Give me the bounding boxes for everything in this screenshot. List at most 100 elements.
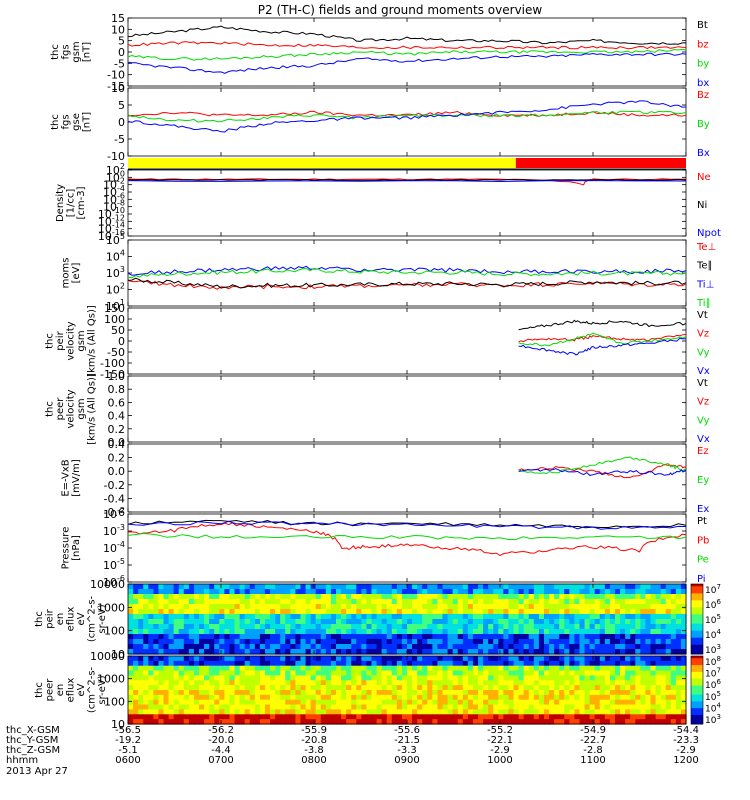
y-axis-label-line: en — [55, 684, 66, 697]
heatmap-cell — [574, 649, 581, 655]
heatmap-cell — [310, 629, 317, 635]
heatmap-cell — [609, 680, 616, 686]
heatmap-cell — [371, 685, 378, 691]
heatmap-cell — [559, 709, 565, 715]
heatmap-cell — [630, 584, 636, 590]
heatmap-cell — [249, 634, 256, 640]
heatmap-cell — [270, 624, 276, 630]
heatmap-cell — [549, 670, 555, 677]
heatmap-cell — [665, 675, 672, 681]
heatmap-cell — [407, 614, 413, 620]
heatmap-cell — [133, 614, 139, 620]
heatmap-cell — [193, 709, 200, 715]
heatmap-cell — [330, 584, 337, 590]
heatmap-cell — [447, 719, 454, 725]
heatmap-cell — [138, 589, 144, 595]
heatmap-cell — [361, 584, 368, 590]
heatmap-cell — [128, 675, 134, 681]
heatmap-cell — [523, 584, 530, 590]
heatmap-cell — [620, 639, 626, 645]
colorbar-segment — [691, 595, 703, 599]
heatmap-cell — [264, 634, 271, 640]
heatmap-cell — [188, 619, 195, 625]
heatmap-cell — [655, 704, 662, 711]
heatmap-cell — [594, 619, 601, 625]
heatmap-cell — [680, 634, 687, 640]
heatmap-cell — [650, 665, 657, 672]
heatmap-cell — [381, 675, 388, 681]
panels-group: 151050-5-10-15thcfgsgsm[nT]Btbzbybx1050-… — [34, 12, 721, 731]
heatmap-cell — [493, 614, 499, 620]
heatmap-cell — [472, 624, 479, 630]
heatmap-cell — [488, 714, 494, 720]
heatmap-cell — [472, 649, 479, 655]
heatmap-cell — [396, 714, 403, 720]
heatmap-cell — [183, 649, 190, 655]
series-line — [127, 532, 687, 541]
heatmap-cell — [381, 619, 388, 625]
y-axis-label: Pressure[nPa] — [60, 527, 82, 570]
heatmap-cell — [614, 704, 621, 711]
heatmap-cell — [183, 634, 190, 640]
heatmap-cell — [371, 584, 378, 590]
heatmap-cell — [625, 704, 631, 711]
heatmap-cell — [432, 719, 439, 725]
heatmap-cell — [199, 675, 205, 681]
heatmap-cell — [635, 604, 641, 610]
heatmap-cell — [305, 614, 312, 620]
heatmap-cell — [528, 694, 535, 701]
heatmap-cell — [285, 685, 291, 691]
y-tick-label: 1000 — [97, 601, 125, 614]
heatmap-cell — [330, 604, 337, 610]
heatmap-cell — [584, 690, 591, 696]
heatmap-cell — [234, 694, 241, 701]
heatmap-cell — [614, 614, 621, 620]
heatmap-cell — [635, 584, 641, 590]
heatmap-cell — [513, 604, 520, 610]
heatmap-cell — [604, 719, 611, 725]
heatmap-cell — [559, 589, 565, 595]
heatmap-cell — [498, 665, 504, 672]
heatmap-cell — [635, 609, 641, 615]
heatmap-cell — [204, 604, 210, 610]
heatmap-cell — [183, 670, 190, 677]
heatmap-cell — [609, 690, 616, 696]
heatmap-cell — [325, 699, 332, 706]
heatmap-cell — [407, 639, 413, 645]
heatmap-cell — [280, 699, 286, 706]
heatmap-cell — [270, 685, 276, 691]
colorbar-segment — [691, 623, 703, 627]
heatmap-cell — [168, 656, 175, 662]
footer-value: -19.2 — [115, 735, 141, 746]
heatmap-cell — [295, 589, 302, 595]
heatmap-cell — [143, 614, 149, 620]
heatmap-cell — [376, 699, 383, 706]
heatmap-cell — [366, 656, 373, 662]
heatmap-cell — [569, 639, 575, 645]
heatmap-cell — [264, 594, 271, 600]
heatmap-cell — [462, 584, 469, 590]
heatmap-cell — [640, 614, 647, 620]
heatmap-cell — [193, 614, 200, 620]
heatmap-cell — [148, 609, 154, 615]
heatmap-cell — [407, 690, 413, 696]
heatmap-cell — [153, 694, 160, 701]
footer-value: -22.1 — [487, 735, 513, 746]
y-tick-label: 0.4 — [108, 438, 126, 451]
heatmap-cell — [401, 609, 408, 615]
heatmap-cell — [193, 644, 200, 650]
heatmap-cell — [650, 675, 657, 681]
heatmap-cell — [280, 670, 286, 677]
heatmap-cell — [533, 629, 540, 635]
heatmap-cell — [209, 624, 215, 630]
heatmap-cell — [346, 690, 352, 696]
heatmap-cell — [564, 694, 570, 701]
heatmap-cell — [193, 599, 200, 605]
heatmap-cell — [614, 639, 621, 645]
heatmap-cell — [503, 644, 510, 650]
heatmap-cell — [163, 624, 170, 630]
heatmap-cell — [310, 614, 317, 620]
heatmap-cell — [554, 685, 560, 691]
heatmap-cell — [609, 714, 616, 720]
heatmap-cell — [640, 644, 647, 650]
